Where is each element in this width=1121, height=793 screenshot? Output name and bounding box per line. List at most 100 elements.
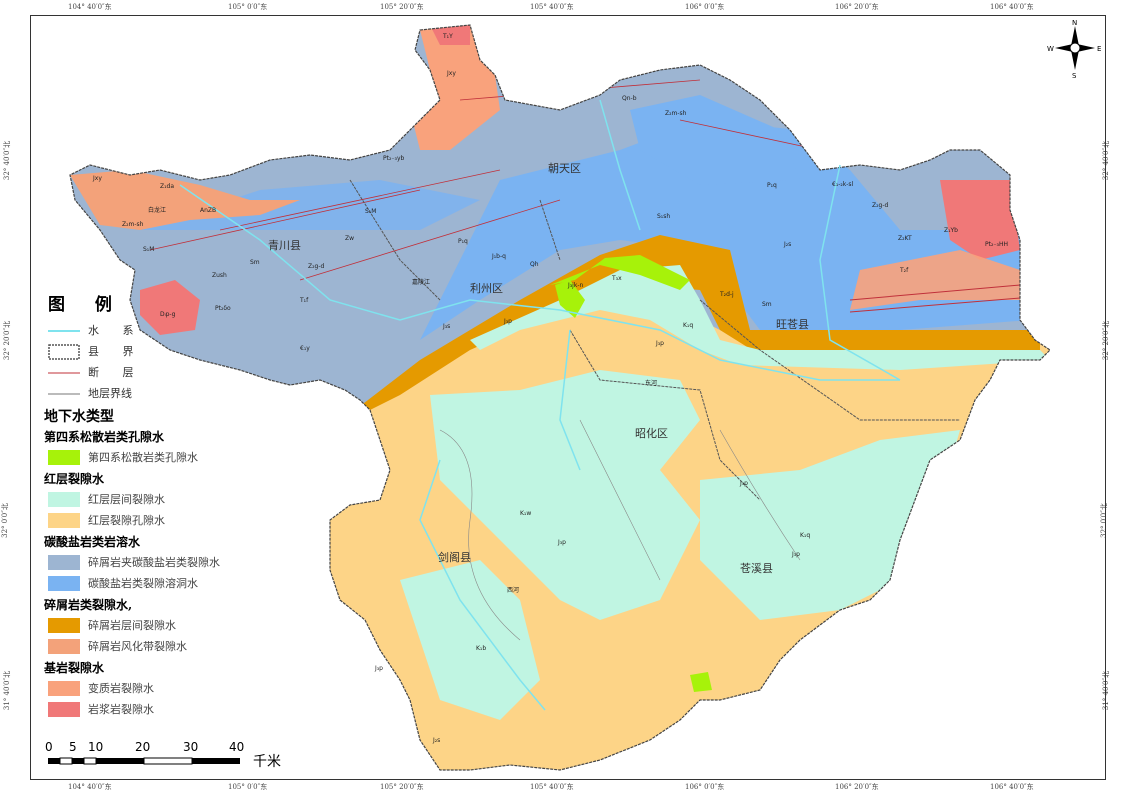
map-unit-labels: T₁Y Jxy Pt₂₋₃yb Qn-b Z₂m-sh Jxy Z₁da AnZ… bbox=[92, 33, 1008, 744]
legend-group: 碎屑岩类裂隙水, 碎屑岩层间裂隙水 碎屑岩风化带裂隙水 bbox=[44, 598, 187, 654]
svg-text:Zush: Zush bbox=[212, 272, 227, 279]
compass-rose-icon: N S W E bbox=[1047, 19, 1101, 80]
coord-bottom: 105° 40′0″东 bbox=[530, 783, 574, 791]
legend: 图 例 水 系 县 界 断 层 地层界线 地下水类型 第四系松散岩类孔隙水 第四… bbox=[44, 294, 278, 720]
metamorphic-area bbox=[410, 25, 500, 150]
legend-stratum-boundary: 地层界线 bbox=[48, 387, 132, 400]
coord-bottom: 106° 0′0″东 bbox=[685, 783, 725, 791]
svg-text:K₁w: K₁w bbox=[520, 510, 531, 517]
svg-text:Jxy: Jxy bbox=[92, 175, 102, 182]
svg-text:W: W bbox=[1047, 45, 1054, 53]
svg-text:J₃s: J₃s bbox=[442, 323, 450, 330]
svg-text:Z₁Yb: Z₁Yb bbox=[944, 227, 958, 234]
legend-fault: 断 层 bbox=[48, 366, 144, 379]
river bbox=[179, 99, 901, 711]
legend-group: 红层裂隙水 红层层间裂隙水 红层裂隙孔隙水 bbox=[44, 472, 165, 528]
svg-text:K₁q: K₁q bbox=[800, 532, 810, 539]
groundwater-type-title: 地下水类型 bbox=[44, 409, 114, 425]
county-label: 昭化区 bbox=[635, 426, 668, 440]
legend-group: 基岩裂隙水 变质岩裂隙水 岩浆岩裂隙水 bbox=[44, 661, 154, 717]
red-layer-interlayer-area bbox=[430, 370, 700, 620]
coord-bottom: 106° 40′0″东 bbox=[990, 783, 1034, 791]
svg-text:J₃p: J₃p bbox=[503, 318, 512, 325]
legend-river: 水 系 bbox=[48, 324, 144, 337]
svg-text:J₃p: J₃p bbox=[655, 340, 664, 347]
svg-text:嘉陵江: 嘉陵江 bbox=[412, 278, 430, 286]
map-frame bbox=[30, 15, 1106, 780]
north-arrow: N S W E bbox=[1047, 18, 1103, 80]
svg-text:东河: 东河 bbox=[645, 379, 657, 387]
svg-text:白龙江: 白龙江 bbox=[148, 206, 166, 214]
svg-text:S₁M: S₁M bbox=[143, 246, 154, 253]
svg-text:P₁q: P₁q bbox=[458, 238, 468, 245]
coord-top: 104° 40′0″东 bbox=[68, 3, 112, 11]
svg-text:J₂s: J₂s bbox=[432, 737, 440, 744]
clastic-interlayer-area bbox=[355, 235, 1040, 415]
svg-text:Sm: Sm bbox=[250, 259, 260, 266]
county-label: 青川县 bbox=[268, 239, 301, 252]
svg-text:S₁M: S₁M bbox=[365, 208, 376, 215]
coord-top: 105° 20′0″东 bbox=[380, 3, 424, 11]
svg-text:Qn-b: Qn-b bbox=[622, 95, 637, 102]
svg-text:J₃p: J₃p bbox=[739, 480, 748, 487]
svg-text:T₁Y: T₁Y bbox=[442, 33, 453, 40]
coord-top: 105° 0′0″东 bbox=[228, 3, 268, 11]
coord-top: 106° 40′0″东 bbox=[990, 3, 1034, 11]
svg-text:J₂s: J₂s bbox=[783, 241, 791, 248]
svg-text:T₃x: T₃x bbox=[611, 275, 622, 282]
county-label: 朝天区 bbox=[548, 162, 581, 175]
fault-line bbox=[849, 284, 1021, 313]
svg-text:Dₗp-g: Dₗp-g bbox=[160, 311, 176, 318]
svg-text:Qh: Qh bbox=[530, 261, 539, 268]
svg-text:N: N bbox=[1072, 19, 1077, 27]
legend-group: 碳酸盐岩类岩溶水 碎屑岩夹碳酸盐岩类裂隙水 碳酸盐岩类裂隙溶洞水 bbox=[44, 535, 220, 591]
svg-text:J₁b-q: J₁b-q bbox=[491, 253, 506, 260]
svg-text:西河: 西河 bbox=[507, 586, 519, 594]
svg-text:Z₂m-sh: Z₂m-sh bbox=[665, 110, 687, 117]
svg-text:E: E bbox=[1097, 45, 1101, 53]
coord-top: 105° 40′0″东 bbox=[530, 3, 574, 11]
svg-text:Z₂m-sh: Z₂m-sh bbox=[122, 221, 144, 228]
county-label: 旺苍县 bbox=[776, 318, 809, 331]
coord-top: 106° 0′0″东 bbox=[685, 3, 725, 11]
county-boundary bbox=[349, 179, 960, 501]
svg-text:AnZB: AnZB bbox=[200, 207, 216, 214]
coord-bottom: 105° 20′0″东 bbox=[380, 783, 424, 791]
river-labels: 嘉陵江 白龙江 东河 西河 bbox=[148, 206, 657, 594]
fault-line bbox=[149, 79, 821, 281]
coord-top: 106° 20′0″东 bbox=[835, 3, 879, 11]
magmatic-area bbox=[140, 280, 200, 335]
svg-text:€₁y: €₁y bbox=[300, 345, 310, 352]
scale-bar: 0 5 10 20 30 40 千米 bbox=[45, 740, 281, 770]
svg-text:Z₁da: Z₁da bbox=[160, 183, 174, 190]
svg-text:Jxy: Jxy bbox=[446, 70, 456, 77]
coord-bottom: 104° 40′0″东 bbox=[68, 783, 112, 791]
svg-text:S: S bbox=[1072, 72, 1077, 78]
svg-text:T₂f: T₂f bbox=[899, 267, 909, 274]
stratum-boundary bbox=[439, 419, 801, 641]
svg-text:Pt₂δo: Pt₂δo bbox=[215, 305, 231, 312]
county-label: 利州区 bbox=[470, 282, 503, 295]
coord-bottom: 105° 0′0″东 bbox=[228, 783, 268, 791]
svg-text:Z₂g-d: Z₂g-d bbox=[308, 263, 324, 270]
svg-text:T₁f: T₁f bbox=[299, 297, 309, 304]
county-boundary bbox=[69, 24, 1051, 771]
svg-text:Pt₂₋₃yb: Pt₂₋₃yb bbox=[383, 155, 404, 162]
quaternary-pore-water-area bbox=[550, 255, 690, 290]
legend-title: 图 例 bbox=[48, 295, 124, 315]
svg-text:T₂d-j: T₂d-j bbox=[719, 291, 734, 298]
svg-text:J₃p: J₃p bbox=[374, 665, 383, 672]
svg-text:Z₂KT: Z₂KT bbox=[898, 235, 912, 242]
coord-bottom: 106° 20′0″东 bbox=[835, 783, 879, 791]
svg-text:J₃p: J₃p bbox=[557, 539, 566, 546]
svg-text:Zw: Zw bbox=[345, 235, 354, 242]
svg-text:Sm: Sm bbox=[762, 301, 772, 308]
svg-text:P₁q: P₁q bbox=[767, 182, 777, 189]
county-label: 苍溪县 bbox=[740, 562, 773, 575]
svg-text:K₁b: K₁b bbox=[476, 645, 486, 652]
legend-county-boundary: 县 界 bbox=[48, 341, 278, 362]
svg-text:J₃p: J₃p bbox=[791, 551, 800, 558]
svg-text:€₁-₂k-sl: €₁-₂k-sl bbox=[832, 181, 854, 188]
